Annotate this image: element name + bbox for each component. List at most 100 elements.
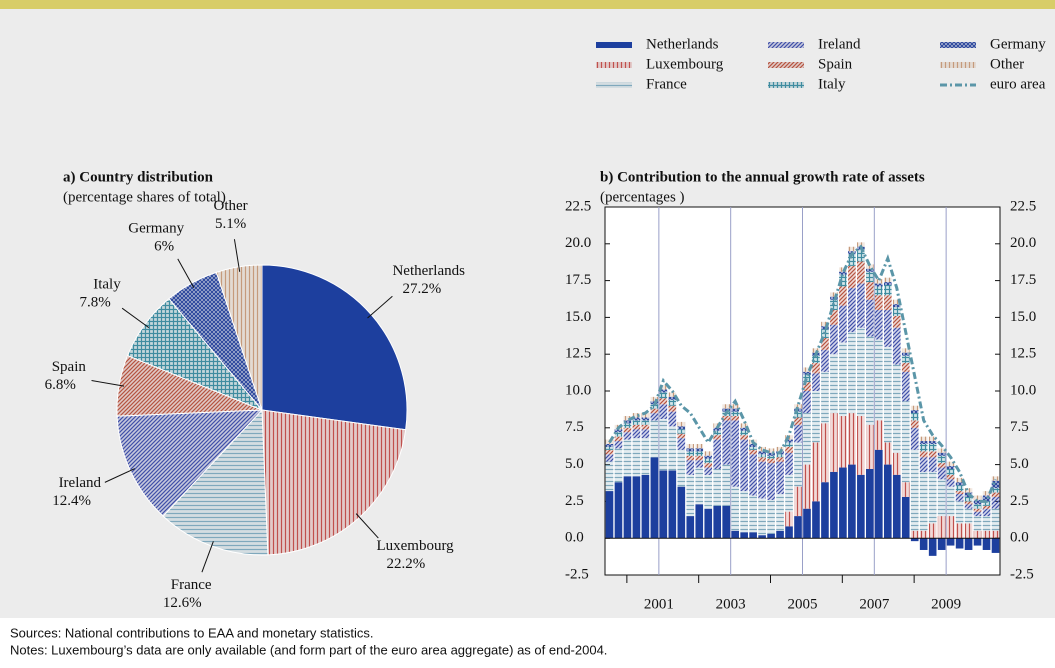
y-tick-label: 0.0 <box>565 530 584 546</box>
bar-segment <box>785 474 793 512</box>
bar-segment <box>749 454 757 496</box>
leader-line <box>355 513 379 539</box>
y-tick-label: 5.0 <box>565 456 584 472</box>
legend-swatch <box>768 62 804 68</box>
bar-segment <box>794 411 802 418</box>
y-tick-label: 7.5 <box>565 419 584 435</box>
bar-segment <box>677 486 686 539</box>
slice-value: 27.2% <box>402 281 441 297</box>
bar-segment <box>650 404 659 409</box>
slice-value: 12.6% <box>163 595 202 611</box>
bar-segment <box>857 249 865 262</box>
bar-segment <box>650 408 659 414</box>
bar-segment <box>614 432 623 437</box>
bar-segment <box>740 439 748 492</box>
legend-label: Ireland <box>818 36 861 52</box>
bar-segment <box>659 392 668 399</box>
bar-segment <box>892 299 901 305</box>
bar-segment <box>919 530 928 539</box>
bar-segment <box>928 436 937 442</box>
bar-segment <box>767 499 775 534</box>
y-tick-label: 20.0 <box>565 235 591 251</box>
bar-segment <box>830 292 838 297</box>
bar-segment <box>614 441 623 449</box>
legend-swatch <box>596 42 632 48</box>
bar-segment <box>641 438 650 475</box>
bar-segment <box>919 457 928 472</box>
bar-segment <box>677 426 686 430</box>
slice-value: 6.8% <box>45 377 76 393</box>
y2-tick-label: 15.0 <box>1010 309 1036 325</box>
bar-segment <box>749 495 757 533</box>
y2-tick-label: 12.5 <box>1010 346 1036 362</box>
bar-segment <box>883 346 892 443</box>
bar-segment <box>740 427 748 431</box>
bar-segment <box>803 367 811 372</box>
bar-segment <box>919 538 928 550</box>
bar-segment <box>892 327 901 365</box>
bar-segment <box>605 449 614 455</box>
bar-segment <box>874 339 883 421</box>
bar-segment <box>659 404 668 419</box>
bar-segment <box>641 474 650 539</box>
bar-segment <box>749 449 757 455</box>
bar-segment <box>910 413 919 421</box>
bar-segment <box>901 496 910 539</box>
legend-label: Spain <box>818 56 853 72</box>
bar-segment <box>803 413 811 465</box>
slice-label: France <box>171 577 212 593</box>
bar-segment <box>848 254 856 266</box>
bar-segment <box>991 508 1000 531</box>
bar-segment <box>928 457 937 472</box>
x-tick-label: 2007 <box>859 596 890 612</box>
bar-segment <box>892 474 901 539</box>
slice-label: Other <box>214 198 248 214</box>
bar-segment <box>866 264 874 269</box>
bar-segment <box>641 424 650 430</box>
bar-segment <box>749 443 757 447</box>
bar-segment <box>937 479 946 517</box>
bar-segment <box>830 471 838 539</box>
bar-segment <box>677 421 686 427</box>
bar-segment <box>964 496 973 502</box>
bar-segment <box>982 501 991 506</box>
bar-segment <box>812 355 820 364</box>
bar-segment <box>964 523 973 539</box>
bar-segment <box>614 436 623 442</box>
bar-segment <box>614 482 623 539</box>
bar-segment <box>839 274 847 287</box>
bar-segment <box>605 454 614 462</box>
bar-segment <box>910 410 919 414</box>
pie-title: a) Country distribution <box>63 169 214 185</box>
bar-segment <box>955 501 964 524</box>
sources: Sources: National contributions to EAA a… <box>10 625 373 640</box>
bar-segment <box>919 441 928 444</box>
bar-segment <box>937 463 946 468</box>
bar-segment <box>812 373 820 391</box>
bar-segment <box>767 452 775 456</box>
bar-segment <box>883 442 892 465</box>
bar-segment <box>928 441 937 444</box>
top-band <box>0 0 1055 9</box>
bar-segment <box>883 282 892 286</box>
bar-segment <box>668 405 677 412</box>
slice-label: Ireland <box>59 475 102 491</box>
y2-tick-label: 20.0 <box>1010 235 1036 251</box>
bar-segment <box>866 282 874 300</box>
bar-segment <box>677 429 686 434</box>
bar-segment <box>794 417 802 425</box>
bar-segment <box>758 535 766 539</box>
bar-segment <box>641 417 650 421</box>
bar-segment <box>623 432 632 440</box>
x-tick-label: 2005 <box>788 596 818 612</box>
bar-segment <box>794 404 802 409</box>
bar-segment <box>740 435 748 440</box>
bar-segment <box>857 261 865 284</box>
bar-segment <box>928 471 937 524</box>
bar-segment <box>946 466 955 470</box>
bar-segment <box>839 271 847 275</box>
bar-segment <box>605 443 614 447</box>
bar-segment <box>910 449 919 531</box>
bar-segment <box>803 508 811 539</box>
legend-label: Luxembourg <box>646 56 724 72</box>
